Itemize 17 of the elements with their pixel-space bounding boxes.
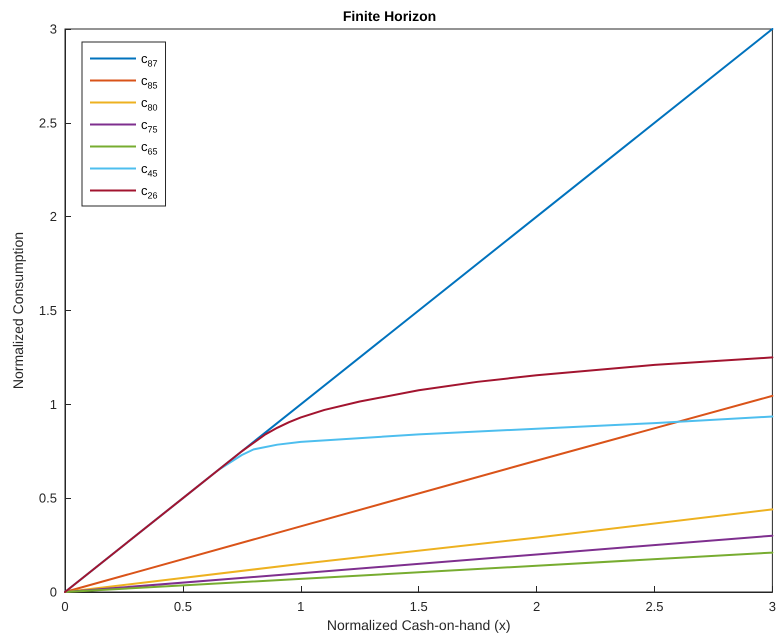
chart-title: Finite Horizon: [342, 8, 436, 24]
x-tick-label: 2: [532, 599, 540, 614]
x-tick-label: 0: [61, 599, 69, 614]
y-tick-label: 0: [50, 584, 57, 600]
y-tick-label: 2: [50, 209, 57, 224]
y-tick-label: 1: [50, 396, 57, 412]
y-tick-label: 1.5: [38, 303, 57, 318]
x-tick-label: 1: [297, 599, 304, 614]
x-tick-label: 1.5: [410, 599, 428, 614]
y-tick-label: 0.5: [38, 490, 57, 506]
y-tick-label: 2.5: [38, 115, 57, 130]
y-axis-title: Normalized Consumption: [10, 232, 26, 390]
x-axis-title: Normalized Cash-on-hand (x): [326, 616, 511, 633]
x-tick-label: 2.5: [645, 599, 664, 614]
x-tick-label: 3: [768, 599, 776, 614]
y-tick-label: 3: [50, 22, 57, 36]
x-tick-label: 0.5: [174, 599, 192, 614]
